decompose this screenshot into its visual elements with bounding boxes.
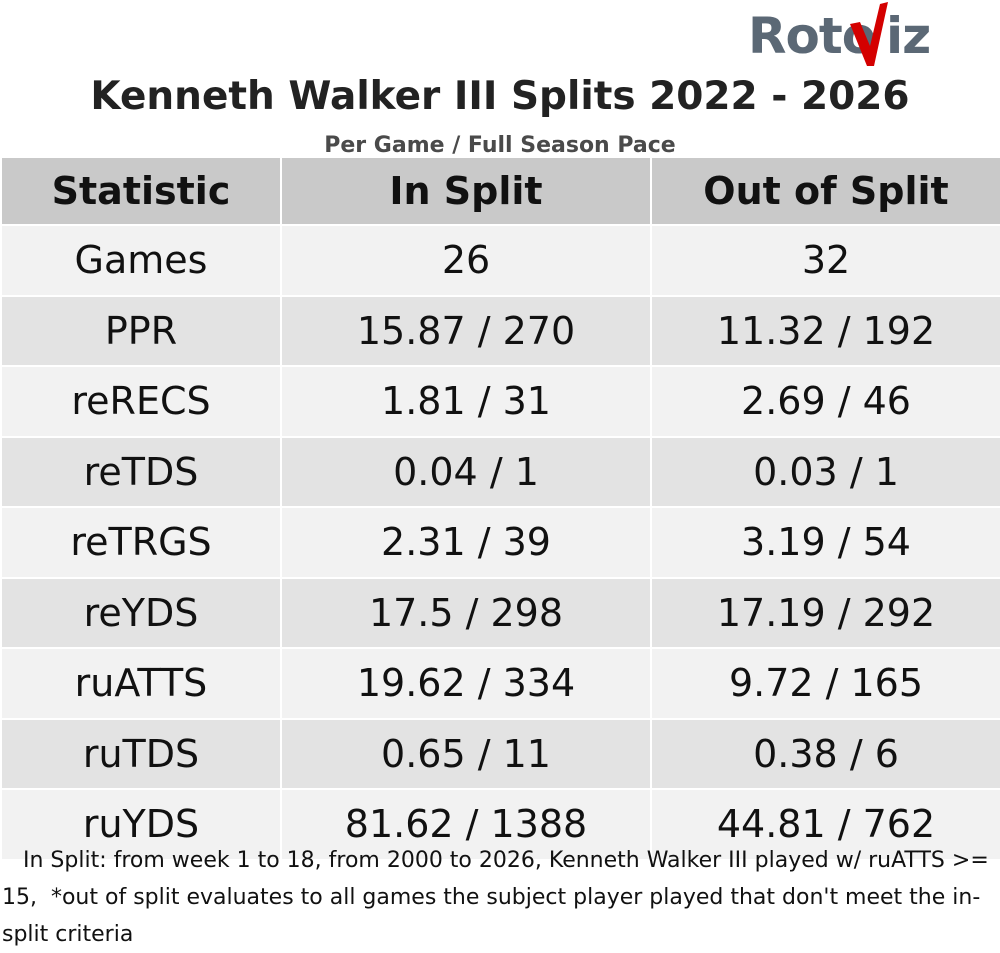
splits-table: Statistic In Split Out of Split Games 26… (0, 156, 1000, 861)
stat-name: PPR (0, 294, 282, 367)
stat-name: reRECS (0, 365, 282, 438)
out-of-split-value: 3.19 / 54 (650, 506, 1000, 579)
header-in-split: In Split (280, 156, 652, 226)
table-row: ruYDS 81.62 / 1388 44.81 / 762 (0, 788, 1000, 861)
in-split-value: 0.04 / 1 (280, 435, 652, 508)
stat-name: ruYDS (0, 788, 282, 861)
stat-name: ruATTS (0, 647, 282, 720)
table-row: reYDS 17.5 / 298 17.19 / 292 (0, 576, 1000, 649)
table-header-row: Statistic In Split Out of Split (0, 156, 1000, 226)
table-row: PPR 15.87 / 270 11.32 / 192 (0, 294, 1000, 367)
in-split-value: 19.62 / 334 (280, 647, 652, 720)
table-row: ruATTS 19.62 / 334 9.72 / 165 (0, 647, 1000, 720)
table-row: reRECS 1.81 / 31 2.69 / 46 (0, 365, 1000, 438)
in-split-value: 15.87 / 270 (280, 294, 652, 367)
logo-text-left: Roto (748, 7, 876, 65)
out-of-split-value: 0.03 / 1 (650, 435, 1000, 508)
in-split-value: 26 (280, 224, 652, 297)
table-row: Games 26 32 (0, 224, 1000, 297)
page-subtitle: Per Game / Full Season Pace (324, 133, 676, 158)
in-split-value: 17.5 / 298 (280, 576, 652, 649)
out-of-split-value: 11.32 / 192 (650, 294, 1000, 367)
split-criteria-footnote: In Split: from week 1 to 18, from 2000 t… (2, 848, 996, 947)
stat-name: Games (0, 224, 282, 297)
out-of-split-value: 2.69 / 46 (650, 365, 1000, 438)
header-out-of-split: Out of Split (650, 156, 1000, 226)
table-row: reTDS 0.04 / 1 0.03 / 1 (0, 435, 1000, 508)
out-of-split-value: 0.38 / 6 (650, 717, 1000, 790)
stat-name: reTRGS (0, 506, 282, 579)
stat-name: reYDS (0, 576, 282, 649)
page-title: Kenneth Walker III Splits 2022 - 2026 (90, 74, 910, 119)
header-statistic: Statistic (0, 156, 282, 226)
rotoviz-logo: Roto iz (748, 2, 953, 68)
logo-v-lightning-icon (850, 2, 888, 66)
in-split-value: 2.31 / 39 (280, 506, 652, 579)
out-of-split-value: 32 (650, 224, 1000, 297)
stat-name: ruTDS (0, 717, 282, 790)
in-split-value: 1.81 / 31 (280, 365, 652, 438)
out-of-split-value: 44.81 / 762 (650, 788, 1000, 861)
out-of-split-value: 17.19 / 292 (650, 576, 1000, 649)
table-row: reTRGS 2.31 / 39 3.19 / 54 (0, 506, 1000, 579)
out-of-split-value: 9.72 / 165 (650, 647, 1000, 720)
stat-name: reTDS (0, 435, 282, 508)
logo-text-right: iz (886, 7, 931, 65)
in-split-value: 0.65 / 11 (280, 717, 652, 790)
in-split-value: 81.62 / 1388 (280, 788, 652, 861)
table-row: ruTDS 0.65 / 11 0.38 / 6 (0, 717, 1000, 790)
